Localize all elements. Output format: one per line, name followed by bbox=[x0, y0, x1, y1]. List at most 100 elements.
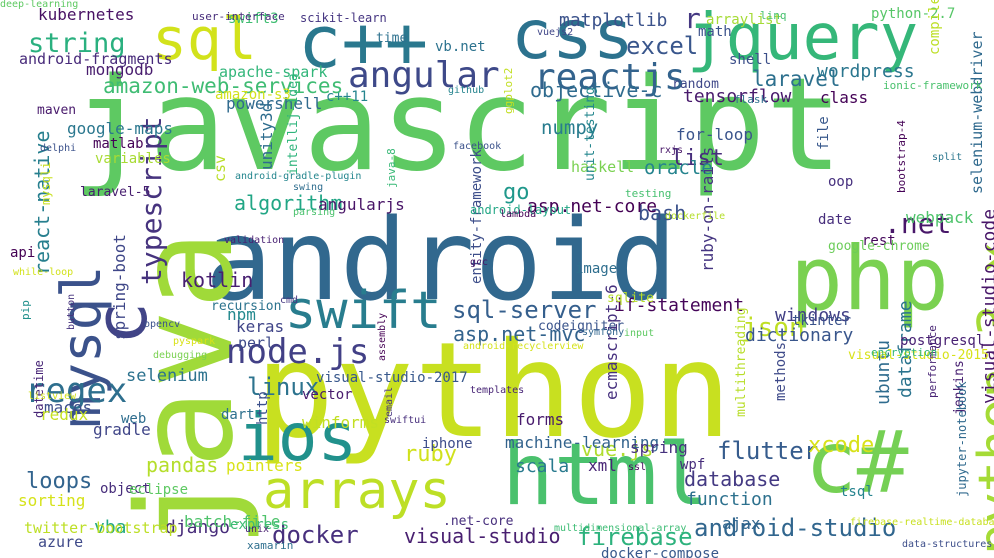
cloud-word: methods bbox=[773, 341, 789, 401]
cloud-word: http bbox=[255, 391, 271, 425]
cloud-word: iphone bbox=[422, 436, 473, 452]
cloud-word: time bbox=[376, 31, 408, 46]
cloud-word: assembly bbox=[377, 312, 388, 361]
cloud-word: javascript bbox=[72, 51, 843, 200]
cloud-word: debugging bbox=[153, 350, 208, 361]
cloud-word: docker bbox=[272, 521, 359, 549]
cloud-word: for-loop bbox=[676, 125, 754, 144]
cloud-word: pip bbox=[19, 300, 32, 320]
cloud-word: arraylist bbox=[706, 12, 782, 28]
cloud-word: twitter-bootstrap bbox=[24, 519, 178, 537]
cloud-word: swift3 bbox=[228, 11, 279, 27]
cloud-word: sqlite bbox=[607, 291, 654, 306]
cloud-word: linux bbox=[247, 373, 320, 401]
cloud-word: perl bbox=[238, 334, 275, 352]
cloud-word: ionic-framework bbox=[883, 79, 983, 92]
cloud-word: recursion bbox=[211, 299, 282, 314]
cloud-word: function bbox=[686, 489, 773, 510]
cloud-word: powershell bbox=[226, 94, 323, 113]
cloud-word: css bbox=[511, 0, 634, 75]
cloud-word: cmd bbox=[280, 295, 299, 306]
cloud-word: html bbox=[502, 425, 710, 525]
cloud-word: vuejs2 bbox=[537, 27, 574, 38]
cloud-word: swift bbox=[285, 281, 442, 341]
cloud-word: python-2.7 bbox=[871, 6, 956, 22]
cloud-word: codeigniter bbox=[538, 319, 625, 334]
cloud-word: linq bbox=[760, 9, 787, 22]
cloud-word: selenium-webdriver bbox=[968, 31, 986, 194]
cloud-word: button bbox=[66, 293, 77, 330]
cloud-word: rxjs bbox=[659, 145, 684, 156]
cloud-word: php bbox=[790, 227, 949, 330]
cloud-word: listview bbox=[28, 391, 77, 402]
cloud-word: ruby bbox=[404, 442, 457, 467]
cloud-word: django bbox=[165, 517, 231, 538]
cloud-word: variables bbox=[95, 151, 171, 167]
cloud-word: github bbox=[448, 85, 485, 96]
cloud-word: vba bbox=[94, 517, 127, 538]
cloud-word: date bbox=[818, 212, 852, 228]
cloud-word: machine-learning bbox=[505, 433, 660, 452]
cloud-word: azure bbox=[38, 533, 84, 551]
cloud-word: sql-server bbox=[452, 296, 597, 324]
cloud-word: numpy bbox=[541, 117, 599, 139]
cloud-word: validation bbox=[224, 235, 285, 246]
cloud-word: spring-boot bbox=[110, 234, 129, 340]
cloud-word: if-statement bbox=[614, 295, 745, 316]
cloud-word: rest bbox=[862, 233, 896, 249]
cloud-word: kubernetes bbox=[38, 5, 135, 24]
cloud-word: random bbox=[672, 77, 719, 92]
cloud-word: visual-studio-code bbox=[979, 208, 994, 404]
cloud-word: csv bbox=[211, 154, 229, 182]
cloud-word: sorting bbox=[18, 491, 86, 510]
cloud-word: python bbox=[255, 314, 732, 468]
cloud-word: swing bbox=[293, 182, 324, 193]
cloud-word: postgresql bbox=[900, 333, 985, 349]
cloud-word: angularjs bbox=[318, 195, 405, 214]
cloud-word: web bbox=[121, 411, 147, 427]
cloud-word: webpack bbox=[906, 208, 974, 227]
cloud-word: pandas bbox=[146, 453, 219, 477]
cloud-word: multithreading bbox=[734, 307, 749, 417]
cloud-word: jupyter-notebook bbox=[955, 381, 969, 497]
cloud-word: batch-file bbox=[184, 512, 281, 531]
cloud-word: xcode bbox=[808, 433, 875, 458]
cloud-word: datetime bbox=[32, 360, 46, 418]
cloud-word: input bbox=[624, 328, 655, 339]
cloud-word: matlab bbox=[93, 136, 144, 152]
cloud-word: flask bbox=[734, 93, 768, 106]
cloud-word: c++ bbox=[298, 0, 429, 84]
cloud-word: vue.js bbox=[581, 437, 654, 461]
cloud-word: class bbox=[820, 88, 869, 107]
cloud-word: haskell bbox=[571, 158, 635, 176]
cloud-word: ruby-on-rails bbox=[698, 146, 717, 272]
cloud-word: firebase bbox=[577, 523, 693, 551]
cloud-word: java-8 bbox=[385, 148, 398, 188]
cloud-word: oop bbox=[828, 174, 854, 190]
cloud-word: wpf bbox=[680, 457, 706, 473]
cloud-word: go bbox=[503, 180, 530, 205]
cloud-word: android-recyclerview bbox=[463, 341, 584, 352]
cloud-word: visual-studio-2017 bbox=[316, 370, 468, 386]
cloud-word: docker-compose bbox=[601, 546, 720, 558]
cloud-word: .net-core bbox=[443, 514, 514, 529]
cloud-word: npm bbox=[227, 305, 256, 324]
cloud-word: express bbox=[230, 517, 290, 533]
cloud-word: firebase-realtime-database bbox=[850, 517, 994, 528]
cloud-word: encryption bbox=[871, 346, 938, 359]
cloud-word: multidimensional-array bbox=[554, 523, 687, 534]
cloud-word: apache-spark bbox=[219, 63, 328, 81]
cloud-word: google-maps bbox=[67, 119, 173, 138]
cloud-word: r bbox=[684, 2, 701, 35]
cloud-word: amazon-web-services bbox=[103, 74, 344, 98]
cloud-word: scala bbox=[515, 456, 570, 477]
cloud-word: pyspark bbox=[173, 336, 216, 347]
cloud-word: list bbox=[671, 146, 724, 171]
cloud-word: tsql bbox=[840, 484, 874, 500]
cloud-word: tkinter bbox=[792, 313, 852, 329]
cloud-word: vector bbox=[302, 387, 353, 403]
cloud-word: templates bbox=[470, 385, 525, 396]
cloud-word: gcc bbox=[470, 257, 489, 268]
cloud-word: arrays bbox=[263, 461, 451, 521]
cloud-word: tensorflow bbox=[683, 86, 792, 107]
